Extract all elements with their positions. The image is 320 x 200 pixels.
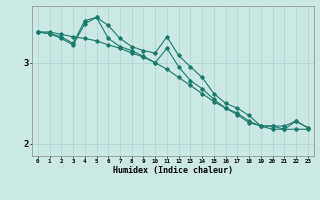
X-axis label: Humidex (Indice chaleur): Humidex (Indice chaleur): [113, 166, 233, 175]
